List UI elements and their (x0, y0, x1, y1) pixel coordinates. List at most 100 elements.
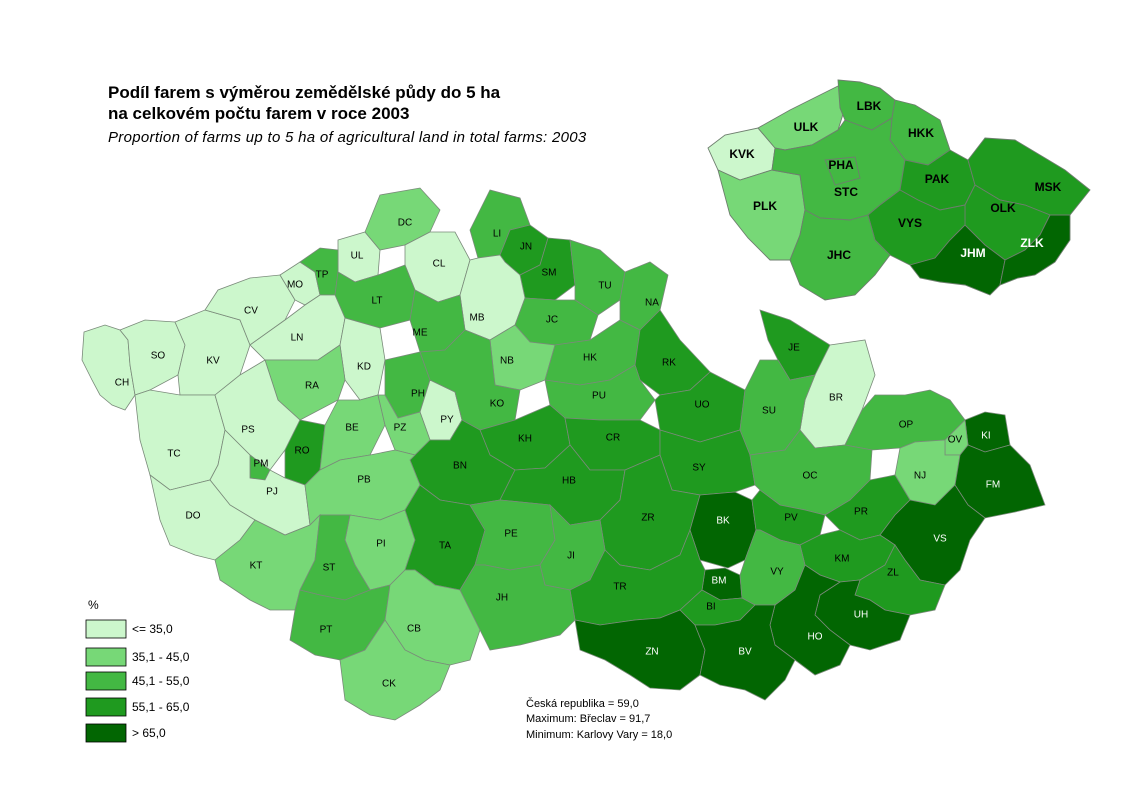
region-label-PAK: PAK (925, 172, 950, 186)
district-label-HO: HO (808, 632, 823, 643)
district-label-TR: TR (613, 582, 626, 593)
district-label-CV: CV (244, 306, 258, 317)
district-label-FM: FM (986, 480, 1000, 491)
district-label-LN: LN (291, 333, 304, 344)
district-label-UH: UH (854, 610, 868, 621)
district-label-PH: PH (411, 389, 425, 400)
district-label-VS: VS (933, 534, 947, 545)
district-label-KM: KM (835, 554, 850, 565)
district-KD (339, 317, 386, 401)
district-SO (119, 319, 186, 396)
legend-swatch-2 (85, 647, 127, 667)
district-TU (569, 239, 626, 316)
district-label-BE: BE (345, 423, 359, 434)
stat-maximum: Maximum: Břeclav = 91,7 (526, 713, 650, 725)
district-label-PV: PV (784, 513, 798, 524)
district-label-PY: PY (440, 415, 454, 426)
district-label-PM: PM (254, 459, 269, 470)
district-label-JN: JN (520, 242, 532, 253)
district-label-KT: KT (250, 561, 263, 572)
district-map (81, 187, 1046, 721)
district-label-BN: BN (453, 461, 467, 472)
region-label-OLK: OLK (990, 201, 1016, 215)
district-label-KI: KI (981, 431, 990, 442)
district-label-UO: UO (695, 400, 710, 411)
district-label-CL: CL (433, 259, 446, 270)
region-label-PLK: PLK (753, 199, 777, 213)
district-JH (459, 564, 576, 651)
district-label-MO: MO (287, 280, 303, 291)
district-label-JC: JC (546, 315, 558, 326)
district-label-PU: PU (592, 391, 606, 402)
region-JHC (789, 209, 891, 301)
district-label-JE: JE (788, 343, 800, 354)
district-label-PS: PS (241, 425, 255, 436)
district-label-BR: BR (829, 393, 843, 404)
district-label-OV: OV (948, 435, 963, 446)
district-label-CK: CK (382, 679, 396, 690)
summary-stats: Česká republika = 59,0 Maximum: Břeclav … (526, 697, 672, 741)
district-label-PB: PB (357, 475, 371, 486)
district-label-KH: KH (518, 434, 532, 445)
map-title-line1: Podíl farem s výměrou zemědělské půdy do… (108, 83, 501, 102)
district-label-DC: DC (398, 218, 412, 229)
region-label-VYS: VYS (898, 216, 922, 230)
district-label-PE: PE (504, 529, 518, 540)
district-label-BI: BI (706, 602, 715, 613)
region-label-JHM: JHM (960, 246, 985, 260)
district-label-KD: KD (357, 362, 371, 373)
district-label-BK: BK (716, 516, 730, 527)
district-label-CB: CB (407, 624, 421, 635)
map-title-line2: na celkovém počtu farem v roce 2003 (108, 104, 409, 123)
district-SY (659, 429, 756, 496)
district-CH (81, 324, 136, 411)
district-label-ZL: ZL (887, 568, 899, 579)
district-label-NB: NB (500, 356, 514, 367)
legend-label-3: 45,1 - 55,0 (132, 674, 190, 688)
district-label-ZR: ZR (641, 513, 654, 524)
district-label-NJ: NJ (914, 471, 926, 482)
district-label-RO: RO (295, 446, 310, 457)
district-label-NA: NA (645, 298, 659, 309)
district-label-PJ: PJ (266, 487, 278, 498)
district-CK (339, 619, 451, 721)
region-label-KVK: KVK (729, 147, 755, 161)
district-label-CH: CH (115, 378, 129, 389)
region-label-LBK: LBK (857, 99, 882, 113)
legend-swatch-3 (85, 671, 127, 691)
legend-label-5: > 65,0 (132, 726, 166, 740)
region-PHA (824, 156, 861, 186)
district-label-HB: HB (562, 476, 576, 487)
district-label-LT: LT (372, 296, 383, 307)
district-label-OP: OP (899, 420, 914, 431)
region-label-ZLK: ZLK (1020, 236, 1044, 250)
legend-unit: % (88, 598, 99, 612)
legend-swatch-4 (85, 697, 127, 717)
district-label-CR: CR (606, 433, 620, 444)
legend-label-4: 55,1 - 65,0 (132, 700, 190, 714)
district-label-TA: TA (439, 541, 451, 552)
legend: % <= 35,0 35,1 - 45,0 45,1 - 55,0 55,1 -… (85, 598, 190, 743)
district-label-RA: RA (305, 381, 319, 392)
district-BV (694, 604, 796, 701)
district-label-TU: TU (598, 281, 611, 292)
region-label-JHC: JHC (827, 248, 851, 262)
district-label-PZ: PZ (394, 423, 407, 434)
stat-country: Česká republika = 59,0 (526, 697, 639, 710)
district-label-KO: KO (490, 399, 505, 410)
legend-swatch-5 (85, 723, 127, 743)
district-labels: CH SO KV CV MO UL DC CL TP LT LN LI JN S… (115, 218, 1000, 690)
district-label-DO: DO (186, 511, 201, 522)
region-inset-map (707, 79, 1091, 301)
region-ZLK (999, 214, 1071, 286)
map-title-english: Proportion of farms up to 5 ha of agricu… (108, 129, 587, 146)
district-label-VY: VY (770, 567, 784, 578)
district-label-BM: BM (712, 576, 727, 587)
district-label-RK: RK (662, 358, 676, 369)
district-label-TC: TC (167, 449, 180, 460)
district-label-SO: SO (151, 351, 166, 362)
region-label-ULK: ULK (794, 120, 819, 134)
legend-swatch-1 (85, 619, 127, 639)
district-label-SM: SM (542, 268, 557, 279)
